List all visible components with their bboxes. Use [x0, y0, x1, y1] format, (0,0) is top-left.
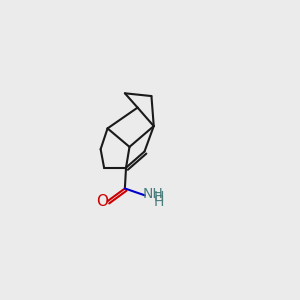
Text: H: H	[154, 195, 164, 209]
Text: O: O	[96, 194, 108, 209]
Text: H: H	[154, 190, 164, 204]
Text: NH: NH	[143, 187, 164, 201]
